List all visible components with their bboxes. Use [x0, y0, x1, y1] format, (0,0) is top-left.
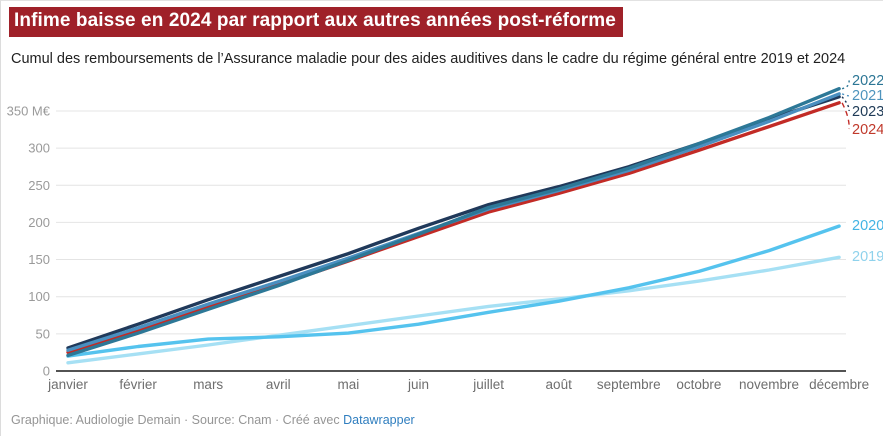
series-line-2024[interactable] [66, 101, 841, 355]
series-label-2019: 2019 [852, 249, 883, 265]
x-axis-month-label: septembre [597, 377, 661, 392]
y-axis-tick-label: 150 [28, 252, 50, 267]
series-line-2020[interactable] [66, 224, 841, 358]
page-title: Infime baisse en 2024 par rapport aux au… [9, 7, 623, 37]
y-axis-tick-label: 200 [28, 215, 50, 230]
y-axis-tick-label: 0 [43, 364, 50, 379]
x-axis-month-label: décembre [809, 377, 869, 392]
label-leader-2022 [841, 79, 850, 90]
x-axis-month-label: mai [338, 377, 360, 392]
footer-text: Graphique: Audiologie Demain · Source: C… [11, 413, 344, 427]
footer-attribution: Graphique: Audiologie Demain · Source: C… [11, 413, 415, 427]
x-axis-month-label: juillet [472, 377, 504, 392]
x-axis-month-label: janvier [47, 377, 88, 392]
x-axis-month-label: juin [407, 377, 429, 392]
x-axis-month-label: février [119, 377, 157, 392]
y-axis-tick-label: 300 [28, 141, 50, 156]
label-leader-2023 [841, 96, 850, 112]
series-label-2020: 2020 [852, 218, 883, 234]
x-axis-month-label: novembre [739, 377, 799, 392]
chart-canvas: 0 50 100 150 200 250 300 350 M€ janvier février ma… [7, 73, 883, 392]
x-axis-month-label: avril [266, 377, 291, 392]
series-label-2022: 2022 [852, 73, 883, 89]
x-axis-month-label: août [546, 377, 573, 392]
x-axis-month-label: mars [193, 377, 223, 392]
x-axis-month-label: octobre [676, 377, 721, 392]
y-axis-tick-label: 100 [28, 289, 50, 304]
datawrapper-link[interactable]: Datawrapper [343, 413, 415, 427]
series-label-2021: 2021 [852, 88, 883, 104]
y-axis-tick-label: 350 M€ [7, 103, 51, 118]
line-chart: 0 50 100 150 200 250 300 350 M€ janvier février ma… [1, 71, 883, 411]
series-line-2019[interactable] [66, 255, 841, 365]
series-line-2022[interactable] [66, 87, 841, 358]
label-leader-2021 [841, 93, 850, 97]
series-label-2024: 2024 [852, 122, 883, 138]
series-label-2023: 2023 [852, 104, 883, 120]
y-axis-tick-label: 250 [28, 178, 50, 193]
y-axis-tick-label: 50 [36, 326, 50, 341]
chart-subtitle: Cumul des remboursements de l’Assurance … [11, 51, 846, 67]
label-leader-2024 [841, 102, 850, 130]
